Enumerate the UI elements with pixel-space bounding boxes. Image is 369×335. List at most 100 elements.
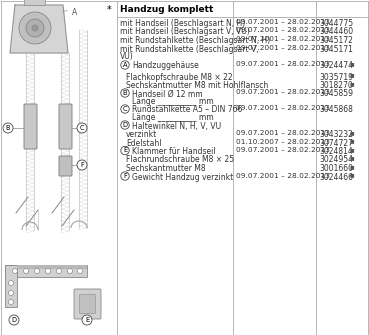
- Text: F: F: [123, 173, 127, 179]
- Circle shape: [77, 123, 87, 133]
- Text: 09.07.2001 – 28.02.2013: 09.07.2001 – 28.02.2013: [236, 27, 330, 34]
- FancyBboxPatch shape: [5, 265, 87, 277]
- Circle shape: [19, 12, 51, 44]
- Circle shape: [45, 268, 51, 273]
- Text: ■: ■: [350, 147, 355, 152]
- Text: 3045171: 3045171: [319, 45, 353, 54]
- FancyBboxPatch shape: [79, 294, 96, 314]
- Circle shape: [13, 268, 17, 273]
- Circle shape: [68, 268, 72, 273]
- Text: ■: ■: [350, 164, 355, 169]
- Text: Sechskantmutter M8: Sechskantmutter M8: [126, 164, 206, 173]
- Text: 3045868: 3045868: [319, 106, 353, 115]
- Text: 3074727: 3074727: [319, 138, 353, 147]
- Circle shape: [121, 172, 129, 180]
- Circle shape: [8, 290, 14, 295]
- Circle shape: [8, 280, 14, 285]
- Text: Sechskantmutter M8 mit Hohlflansch: Sechskantmutter M8 mit Hohlflansch: [126, 81, 268, 90]
- Text: verzinkt: verzinkt: [126, 130, 157, 139]
- Text: 3024466: 3024466: [319, 173, 353, 182]
- Circle shape: [82, 315, 92, 325]
- Circle shape: [121, 121, 129, 129]
- Text: mit Handseil (Beschlagsart V, VU): mit Handseil (Beschlagsart V, VU): [120, 27, 250, 37]
- Text: A: A: [72, 8, 77, 17]
- Text: 3045859: 3045859: [319, 89, 353, 98]
- Text: 3024814: 3024814: [319, 147, 353, 156]
- Text: B: B: [6, 125, 10, 131]
- FancyBboxPatch shape: [59, 156, 72, 176]
- FancyBboxPatch shape: [74, 289, 101, 319]
- Text: Flachrundschraube M8 × 25: Flachrundschraube M8 × 25: [126, 155, 234, 164]
- Text: 09.07.2001 – 28.02.2013: 09.07.2001 – 28.02.2013: [236, 62, 330, 67]
- Text: B: B: [123, 90, 127, 96]
- Text: 3044775: 3044775: [319, 19, 353, 28]
- Text: 09.07.2001 – 28.02.2013: 09.07.2001 – 28.02.2013: [236, 89, 330, 95]
- Circle shape: [8, 299, 14, 305]
- Circle shape: [26, 19, 44, 37]
- Text: 3024474: 3024474: [319, 62, 353, 70]
- Text: Handzug komplett: Handzug komplett: [120, 5, 213, 14]
- Text: mit Handseil (Beschlagsart N, H): mit Handseil (Beschlagsart N, H): [120, 19, 245, 28]
- FancyBboxPatch shape: [59, 104, 72, 149]
- Text: 09.07.2001 – 28.02.2013: 09.07.2001 – 28.02.2013: [236, 19, 330, 25]
- Text: Handzuggehäuse: Handzuggehäuse: [132, 62, 199, 70]
- FancyBboxPatch shape: [24, 0, 45, 5]
- Text: ■: ■: [350, 62, 355, 67]
- Text: 09.07.2001 – 28.02.2013: 09.07.2001 – 28.02.2013: [236, 45, 330, 51]
- Text: ■: ■: [350, 72, 355, 77]
- Text: ■: ■: [350, 138, 355, 143]
- Text: Länge __________ mm: Länge __________ mm: [132, 113, 214, 122]
- Text: 3018270: 3018270: [319, 81, 353, 90]
- Polygon shape: [10, 5, 68, 53]
- Text: C: C: [80, 125, 84, 131]
- Circle shape: [9, 315, 19, 325]
- Text: 01.10.2007 – 28.02.2013: 01.10.2007 – 28.02.2013: [236, 138, 330, 144]
- Text: 09.07.2001 – 28.02.2013: 09.07.2001 – 28.02.2013: [236, 36, 330, 42]
- Text: D: D: [123, 122, 128, 128]
- Text: VU): VU): [120, 52, 134, 61]
- Text: ■: ■: [350, 155, 355, 160]
- Circle shape: [121, 146, 129, 155]
- Text: C: C: [123, 106, 127, 112]
- Text: 09.07.2001 – 28.02.2013: 09.07.2001 – 28.02.2013: [236, 106, 330, 112]
- Circle shape: [32, 25, 38, 31]
- Text: ■: ■: [350, 130, 355, 135]
- Text: 09.07.2001 – 28.02.2013: 09.07.2001 – 28.02.2013: [236, 130, 330, 136]
- Circle shape: [3, 123, 13, 133]
- Text: 3001660: 3001660: [319, 164, 353, 173]
- FancyBboxPatch shape: [5, 265, 17, 307]
- Text: ■: ■: [350, 81, 355, 86]
- Circle shape: [121, 105, 129, 113]
- Text: *: *: [107, 5, 111, 15]
- Text: Edelstahl: Edelstahl: [126, 138, 162, 147]
- Text: 3043232: 3043232: [319, 130, 353, 139]
- Text: 3045172: 3045172: [319, 36, 353, 45]
- Text: Länge __________ mm: Länge __________ mm: [132, 97, 214, 106]
- Circle shape: [77, 160, 87, 170]
- Text: mit Rundstahlkette (Beschlagsart N, H): mit Rundstahlkette (Beschlagsart N, H): [120, 36, 270, 45]
- FancyBboxPatch shape: [17, 265, 87, 269]
- Text: 09.07.2001 – 28.02.2013: 09.07.2001 – 28.02.2013: [236, 147, 330, 153]
- Text: Flachkopfschraube M8 × 22: Flachkopfschraube M8 × 22: [126, 72, 232, 81]
- Text: E: E: [85, 317, 89, 323]
- Text: ■: ■: [350, 173, 355, 178]
- Circle shape: [121, 61, 129, 69]
- Text: D: D: [11, 317, 17, 323]
- Text: Rundstahlkette A5 – DIN 766: Rundstahlkette A5 – DIN 766: [132, 106, 242, 115]
- Text: 09.07.2001 – 28.02.2013: 09.07.2001 – 28.02.2013: [236, 173, 330, 179]
- Text: E: E: [123, 147, 127, 153]
- Text: Haltewinkel N, H, V, VU: Haltewinkel N, H, V, VU: [132, 122, 221, 131]
- Text: 3044460: 3044460: [319, 27, 353, 37]
- Text: 3024954: 3024954: [319, 155, 353, 164]
- Circle shape: [121, 89, 129, 97]
- FancyBboxPatch shape: [24, 104, 37, 149]
- Circle shape: [56, 268, 62, 273]
- Circle shape: [77, 268, 83, 273]
- Text: mit Rundstahlkette (Beschlagsart V,: mit Rundstahlkette (Beschlagsart V,: [120, 45, 259, 54]
- Text: 3035719: 3035719: [319, 72, 353, 81]
- Text: Klammer für Handseil: Klammer für Handseil: [132, 147, 215, 156]
- Text: A: A: [123, 62, 127, 68]
- Text: Handseil Ø 12 mm: Handseil Ø 12 mm: [132, 89, 203, 98]
- Text: Gewicht Handzug verzinkt: Gewicht Handzug verzinkt: [132, 173, 233, 182]
- Circle shape: [24, 268, 28, 273]
